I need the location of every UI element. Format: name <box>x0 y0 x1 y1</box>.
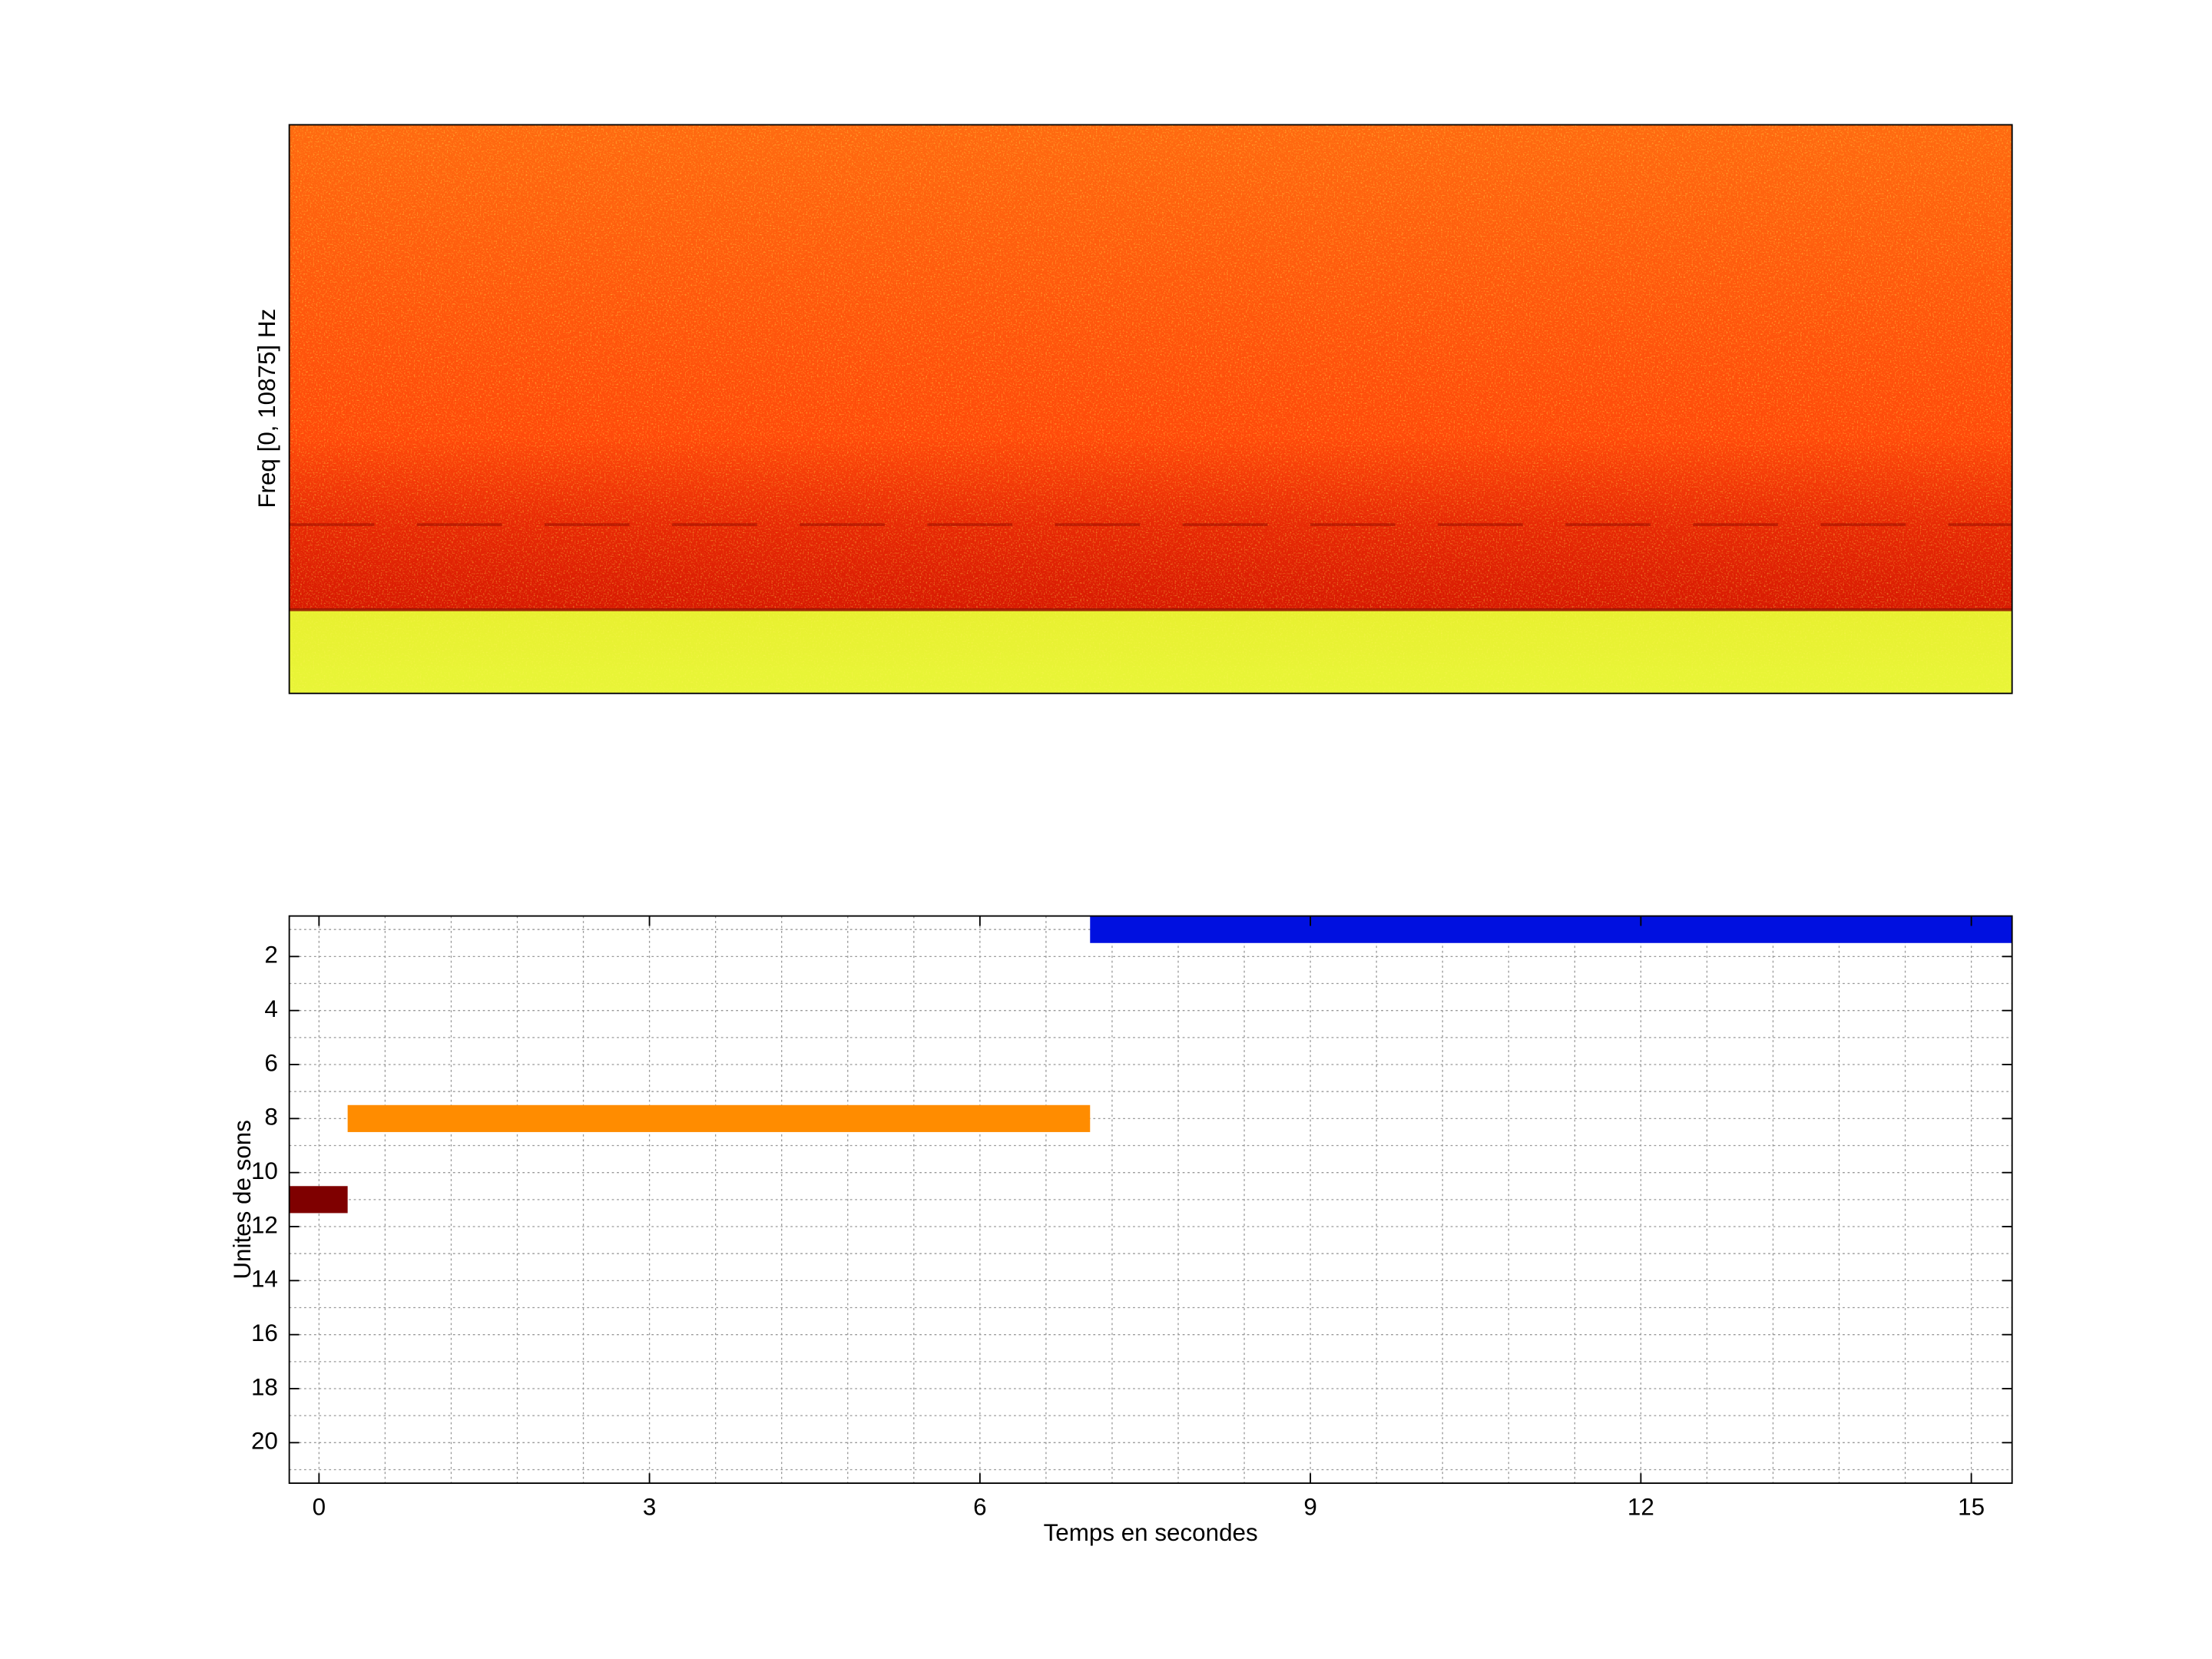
y-axis-label: Freq [0, 10875] Hz <box>253 309 280 508</box>
x-tick-label: 0 <box>313 1494 326 1521</box>
interval-chart: 0 3 6 9 12 15 2 4 6 8 10 12 14 16 18 20 Temps en seconde… <box>229 915 2013 1546</box>
spectrogram-noise <box>289 124 2012 694</box>
x-tick-label: 3 <box>643 1494 656 1521</box>
x-tick-label: 15 <box>1958 1494 1985 1521</box>
spectrogram: Freq [0, 10875] Hz <box>253 124 2013 694</box>
y-axis-label: Unites de sons <box>229 1120 256 1280</box>
y-tick-label: 10 <box>251 1157 278 1184</box>
y-tick-label: 14 <box>251 1266 278 1293</box>
y-tick-label: 8 <box>264 1104 277 1131</box>
y-tick-label: 4 <box>264 995 277 1022</box>
interval-bar <box>1090 916 2012 943</box>
interval-bar <box>289 1186 348 1214</box>
x-tick-label: 9 <box>1303 1494 1316 1521</box>
y-tick-label: 16 <box>251 1320 278 1346</box>
x-tick-label: 12 <box>1628 1494 1654 1521</box>
y-tick-label: 20 <box>251 1428 278 1455</box>
x-tick-label: 6 <box>973 1494 986 1521</box>
x-axis-label: Temps en secondes <box>1044 1519 1258 1546</box>
y-tick-label: 6 <box>264 1049 277 1076</box>
y-tick-label: 2 <box>264 942 277 969</box>
y-tick-label: 18 <box>251 1373 278 1400</box>
y-tick-label: 12 <box>251 1211 278 1238</box>
axes-frame <box>288 915 2013 1485</box>
spectrogram-frame <box>288 124 2013 694</box>
interval-bar <box>347 1104 1091 1132</box>
